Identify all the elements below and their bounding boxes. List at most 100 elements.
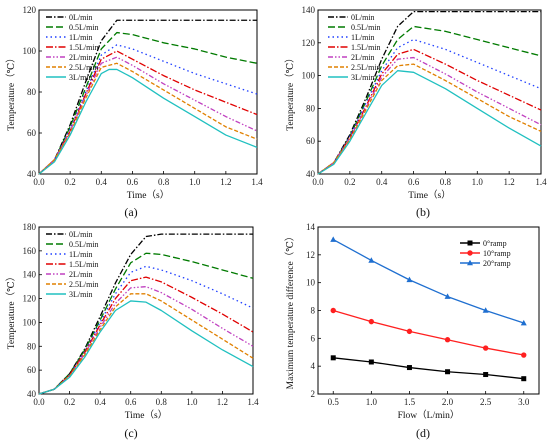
data-point-square [330,355,336,361]
x-tick-label: 0.6 [127,177,139,187]
legend-label: 0.5L/min [69,23,99,32]
x-tick-label: 0.2 [64,397,75,407]
panel-label: (c) [124,426,137,440]
legend-label: 0L/min [351,13,375,22]
series-line-0ramp [333,357,524,380]
x-axis-label: Time（s） [127,189,169,201]
x-tick-label: 1.2 [504,177,515,187]
y-tick-label: 80 [306,103,316,113]
data-point-triangle [368,257,375,263]
y-tick-label: 14 [306,222,316,232]
y-tick-label: 4 [311,361,316,371]
x-tick-label: 1.5 [404,397,416,407]
legend-label: 1L/min [69,33,93,42]
x-tick-label: 0.6 [125,397,137,407]
panel-d: 0.5 1.0 1.5 2.0 2.5 3.0 2 4 6 8 10 12 14 Flow（L/min） M… [284,222,540,440]
legend-label: 2.5L/min [69,63,99,72]
y-tick-label: 100 [23,46,37,56]
x-tick-label: 1.4 [251,177,263,187]
x-tick-label: 0.4 [376,177,388,187]
x-axis-label: Time（s） [408,189,450,201]
y-tick-label: 12 [306,250,315,260]
series-line-2.5Lmin [317,63,542,175]
data-point-circle [444,337,451,343]
y-tick-label: 8 [311,306,316,316]
y-tick-label: 6 [311,333,316,343]
series-line-0Lmin [317,10,541,175]
y-tick-label: 100 [302,71,316,81]
legend-marker [467,240,473,246]
legend-marker [467,259,473,266]
panel-label: (b) [416,205,430,219]
x-tick-label: 0.8 [156,397,168,407]
data-point-circle [482,345,489,351]
series-line-1Lmin [317,38,542,175]
legend-label: 1L/min [69,250,93,259]
legend-label: 0.5L/min [351,23,381,32]
data-point-circle [406,328,413,335]
x-tick-label: 0.4 [95,397,107,407]
legend-label: 2L/min [69,270,93,279]
series-line-0Lmin [38,233,253,395]
data-point-circle [330,307,336,314]
legend-label: 1L/min [351,33,375,42]
x-tick-label: 0.0 [33,177,45,187]
plot-frame [38,226,254,395]
legend-label: 0L/min [69,230,93,239]
data-point-square [521,376,527,382]
legend-label: 10°ramp [483,249,511,258]
series-line-2.5Lmin [38,293,254,395]
y-axis-label: Temperature（℃） [5,53,17,131]
x-tick-label: 0.6 [408,177,420,187]
data-point-square [483,372,489,378]
legend-label: 0L/min [69,13,93,22]
x-axis-label: Time（s） [125,409,167,421]
y-tick-label: 40 [27,389,37,399]
y-tick-label: 2 [311,389,316,399]
x-tick-label: 0.2 [344,177,355,187]
y-tick-label: 60 [27,365,37,375]
y-tick-label: 60 [27,128,37,138]
panel-b: 0.0 0.2 0.4 0.6 0.8 1.0 1.2 1.4 40 60 80 100 120 140 T… [284,5,547,219]
x-tick-label: 0.0 [33,397,45,407]
y-axis-label: Maximum temperature difference（℃） [284,232,296,390]
y-tick-label: 80 [27,87,37,97]
legend-label: 3L/min [69,73,93,82]
x-axis-label: Flow（L/min） [398,409,460,421]
series-line-1.5Lmin [38,276,254,395]
x-tick-label: 1.2 [217,397,228,407]
y-tick-label: 40 [306,169,316,179]
legend-label: 1.5L/min [351,43,381,52]
panel-a: 0.0 0.2 0.4 0.6 0.8 1.0 1.2 1.4 40 60 80 100 120 Time… [5,5,263,219]
y-tick-label: 100 [23,317,37,327]
data-point-circle [521,352,527,358]
series-line-20ramp [332,238,524,324]
y-tick-label: 60 [306,136,316,146]
panel-label: (a) [124,205,137,219]
x-tick-label: 1.0 [189,177,201,187]
y-axis-label: Temperature（℃） [284,53,296,131]
x-tick-label: 1.4 [535,177,547,187]
y-tick-label: 180 [23,222,37,232]
legend-label: 2.5L/min [69,280,99,289]
data-point-triangle [482,307,489,313]
series-line-2Lmin [38,56,258,175]
data-point-square [406,365,412,371]
x-tick-label: 1.4 [247,397,259,407]
data-point-square [368,359,374,365]
legend-label: 1.5L/min [69,43,99,52]
x-tick-label: 1.0 [472,177,484,187]
x-tick-label: 0.2 [65,177,76,187]
plot-frame [317,9,542,175]
y-tick-label: 40 [27,169,37,179]
x-tick-label: 1.0 [186,397,198,407]
y-tick-label: 120 [23,294,37,304]
legend-label: 1.5L/min [69,260,99,269]
data-point-circle [368,318,375,325]
y-tick-label: 120 [23,5,37,15]
series-line-3Lmin [38,68,258,175]
x-tick-label: 0.4 [96,177,108,187]
y-tick-label: 120 [302,38,316,48]
y-tick-label: 160 [23,246,37,256]
